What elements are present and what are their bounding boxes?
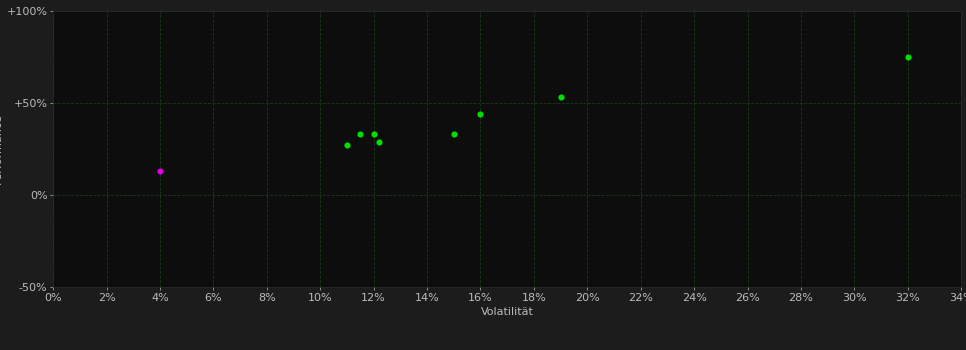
Point bbox=[472, 111, 488, 117]
Point bbox=[371, 140, 386, 145]
Point bbox=[446, 131, 462, 137]
Point bbox=[153, 168, 168, 174]
Point bbox=[553, 94, 568, 100]
Point bbox=[900, 54, 916, 60]
X-axis label: Volatilität: Volatilität bbox=[481, 307, 533, 317]
Y-axis label: Performance: Performance bbox=[0, 113, 2, 184]
Point bbox=[353, 131, 368, 137]
Point bbox=[366, 131, 382, 137]
Point bbox=[339, 142, 355, 148]
